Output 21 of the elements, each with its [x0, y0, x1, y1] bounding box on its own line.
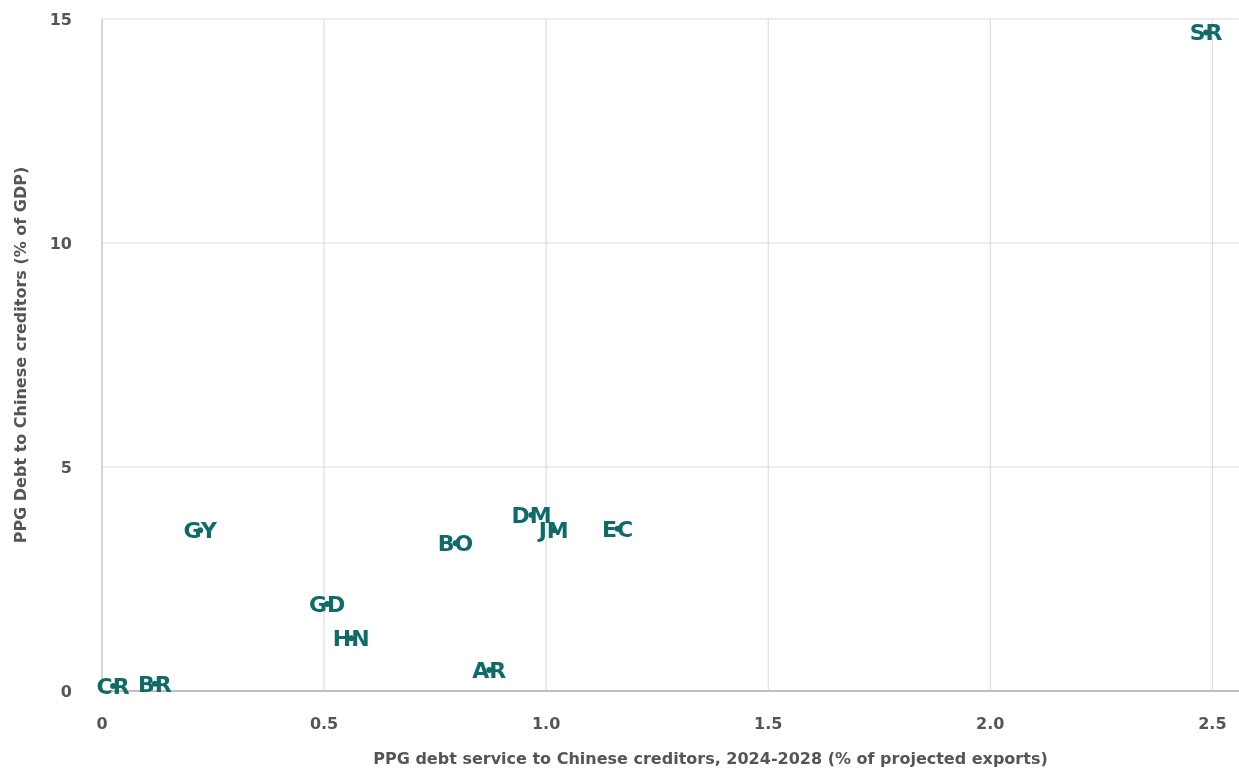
x-tick-label: 0	[96, 714, 108, 733]
y-tick-label: 10	[49, 233, 72, 253]
data-label: HN	[332, 625, 370, 651]
data-label: CR	[96, 673, 130, 699]
x-tick-label: 1.5	[754, 714, 783, 733]
x-tick-label: 0.5	[309, 714, 339, 733]
x-tick-label: 2.0	[976, 714, 1005, 733]
data-label: EC	[602, 516, 634, 542]
data-label: BR	[137, 671, 172, 697]
data-label: BO	[437, 530, 474, 556]
data-label: SR	[1189, 20, 1223, 46]
y-axis-title: PPG Debt to Chinese creditors (% of GDP)	[11, 166, 30, 544]
y-tick-label: 15	[49, 9, 72, 29]
data-label: GY	[183, 517, 218, 543]
data-label: GD	[309, 591, 346, 617]
x-tick-label: 2.5	[1198, 714, 1227, 733]
data-label: AR	[472, 657, 507, 683]
y-tick-label: 5	[60, 457, 72, 477]
x-tick-label: 1.0	[531, 714, 561, 733]
x-axis-title: PPG debt service to Chinese creditors, 2024-2028 (% of projected exports)	[373, 749, 1048, 768]
y-tick-label: 0	[60, 681, 72, 701]
